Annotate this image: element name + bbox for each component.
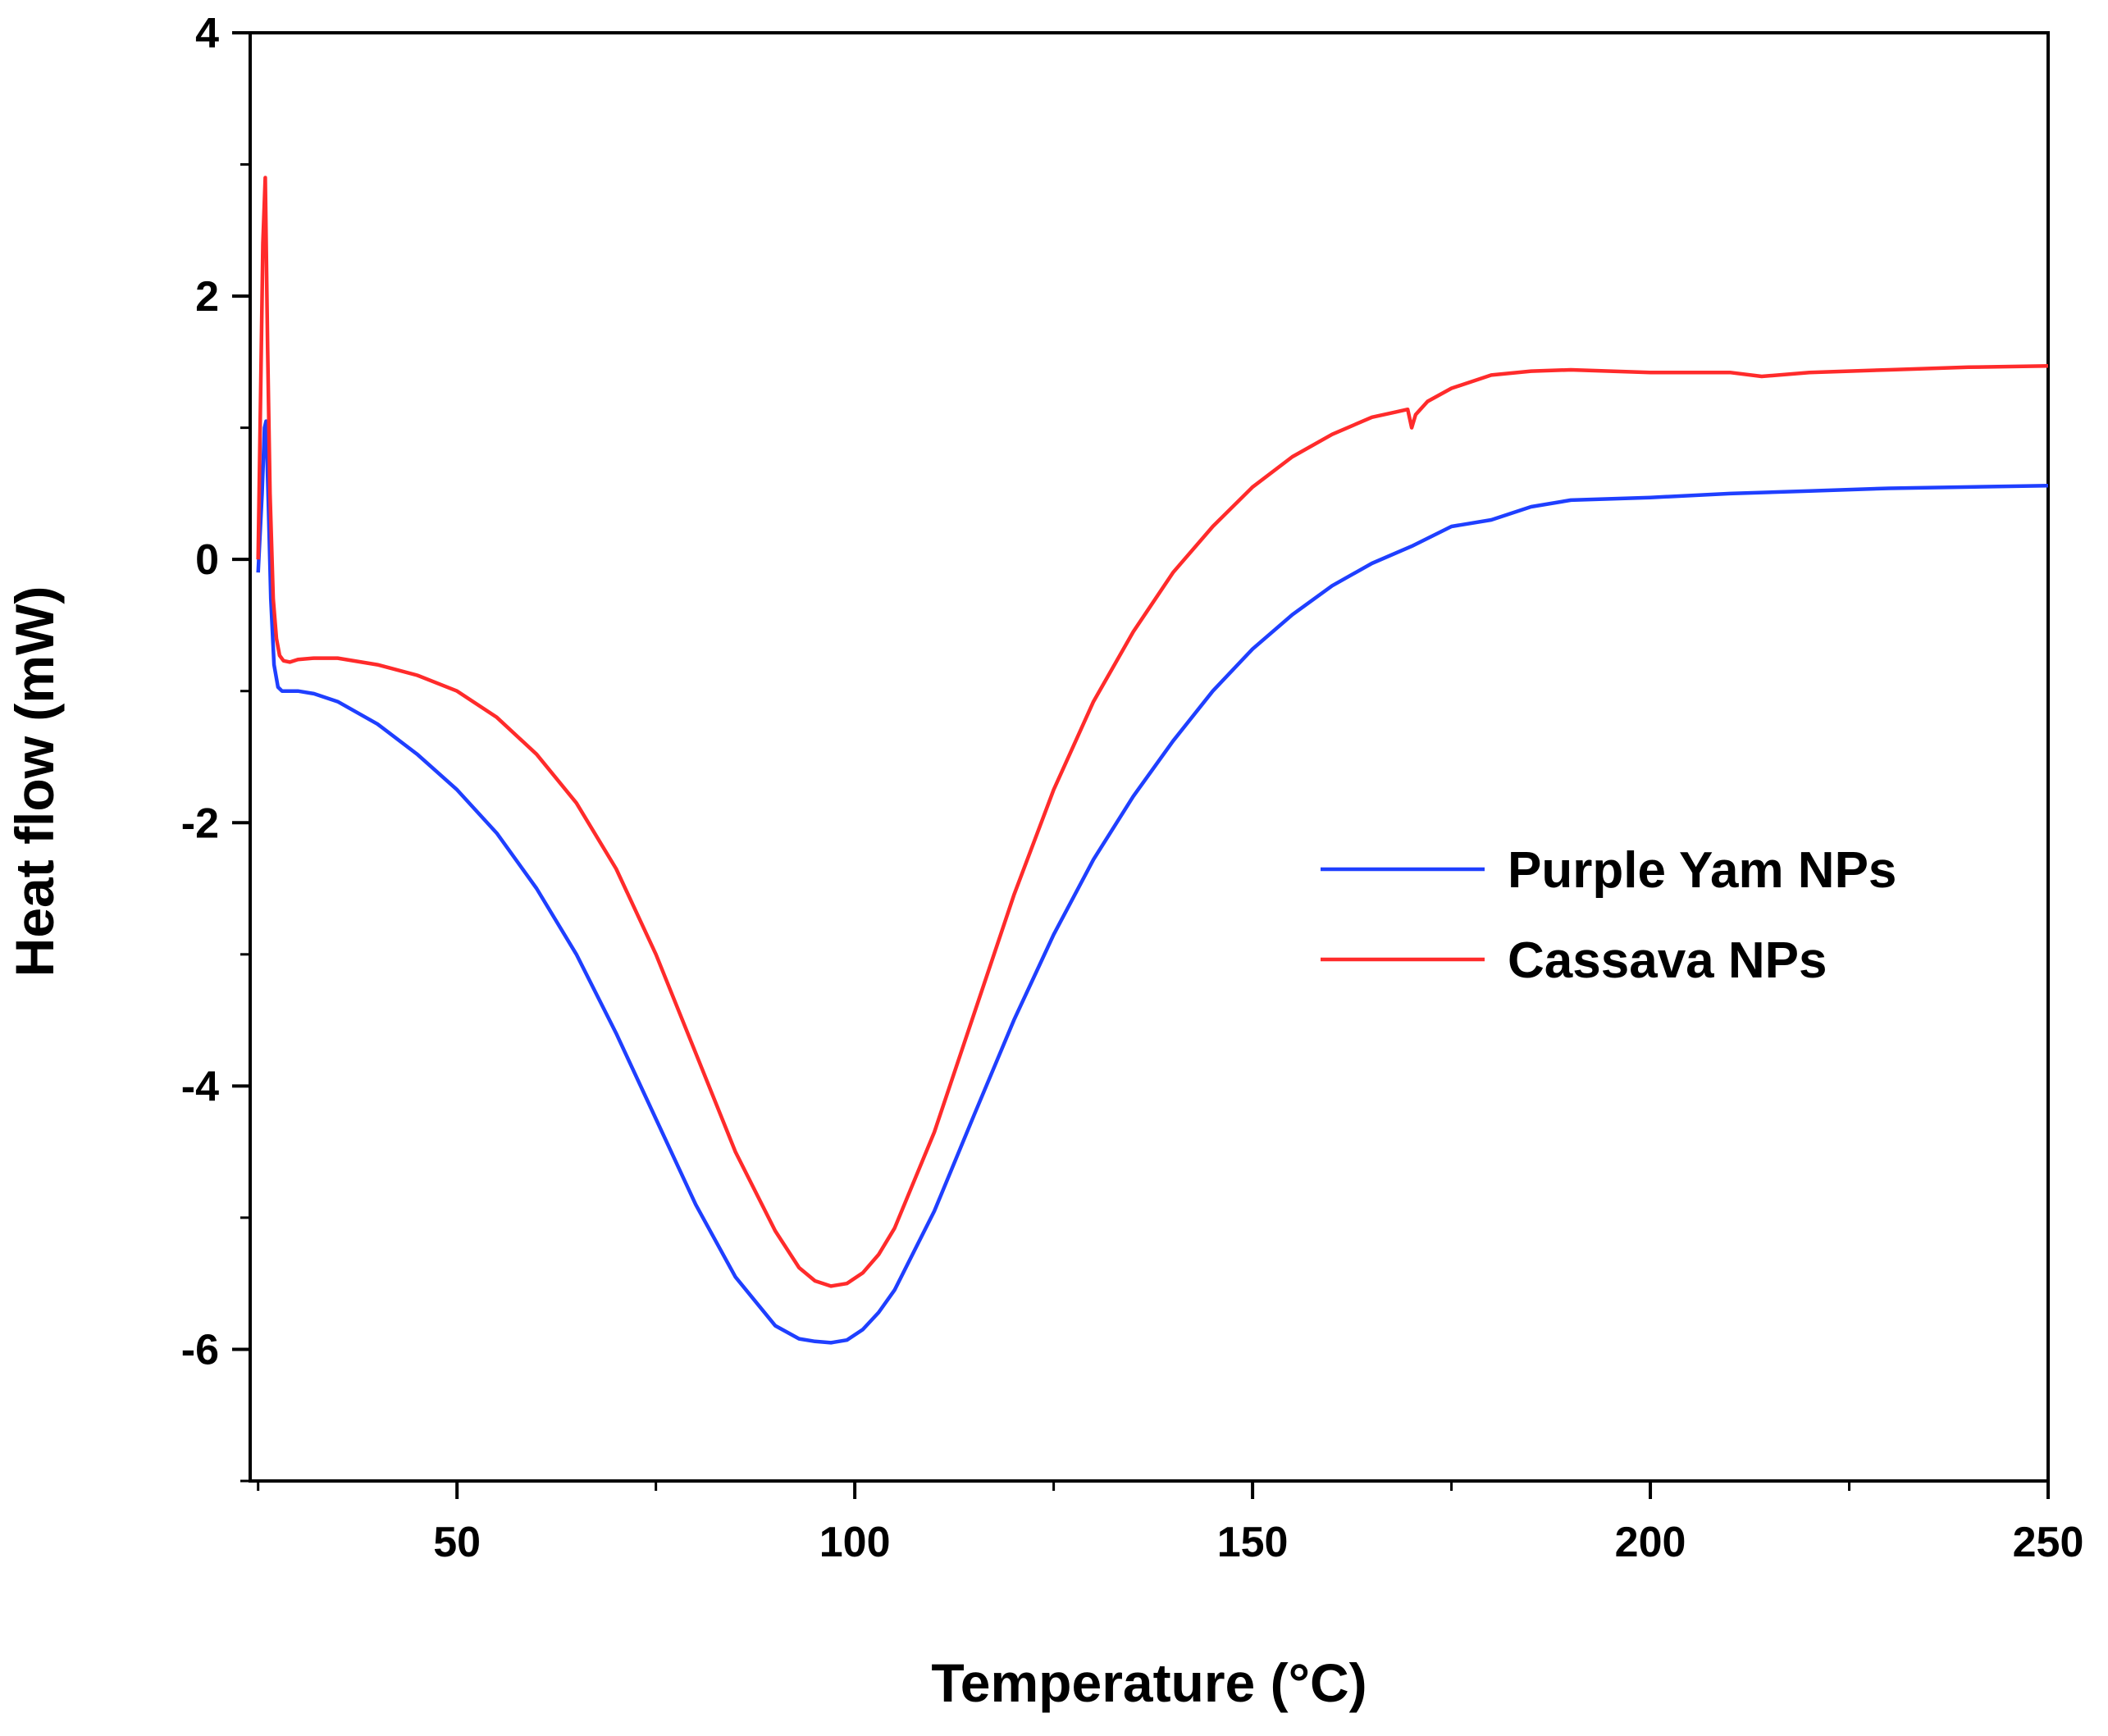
- x-axis-ticks: 50 100 150 200 250: [257, 1481, 2084, 1566]
- legend-label: Purple Yam NPs: [1508, 842, 1896, 899]
- x-tick-label: 200: [1615, 1519, 1686, 1566]
- legend-label: Cassava NPs: [1508, 932, 1827, 989]
- y-axis-ticks: -6 -4 -2 0 2 4: [181, 10, 250, 1483]
- y-tick-label: -2: [181, 800, 219, 847]
- legend: Purple Yam NPs Cassava NPs: [1321, 842, 1896, 989]
- y-tick-label: 2: [195, 273, 219, 321]
- x-tick-label: 50: [433, 1519, 481, 1566]
- x-tick-label: 100: [819, 1519, 891, 1566]
- y-tick-label: -4: [181, 1063, 219, 1110]
- series-line-cassava: [256, 175, 2049, 1288]
- plot-frame: [249, 31, 2050, 1483]
- series-layer: [256, 175, 2049, 1345]
- y-tick-label: 4: [195, 10, 219, 57]
- y-axis-title: Heat flow (mW): [4, 586, 65, 977]
- y-tick-label: -6: [181, 1326, 219, 1374]
- y-tick-label: 0: [195, 536, 219, 584]
- x-axis-title: Temperature (°C): [931, 1652, 1367, 1713]
- x-tick-label: 150: [1217, 1519, 1289, 1566]
- x-tick-label: 250: [2013, 1519, 2084, 1566]
- series-line-purple-yam: [256, 419, 2049, 1345]
